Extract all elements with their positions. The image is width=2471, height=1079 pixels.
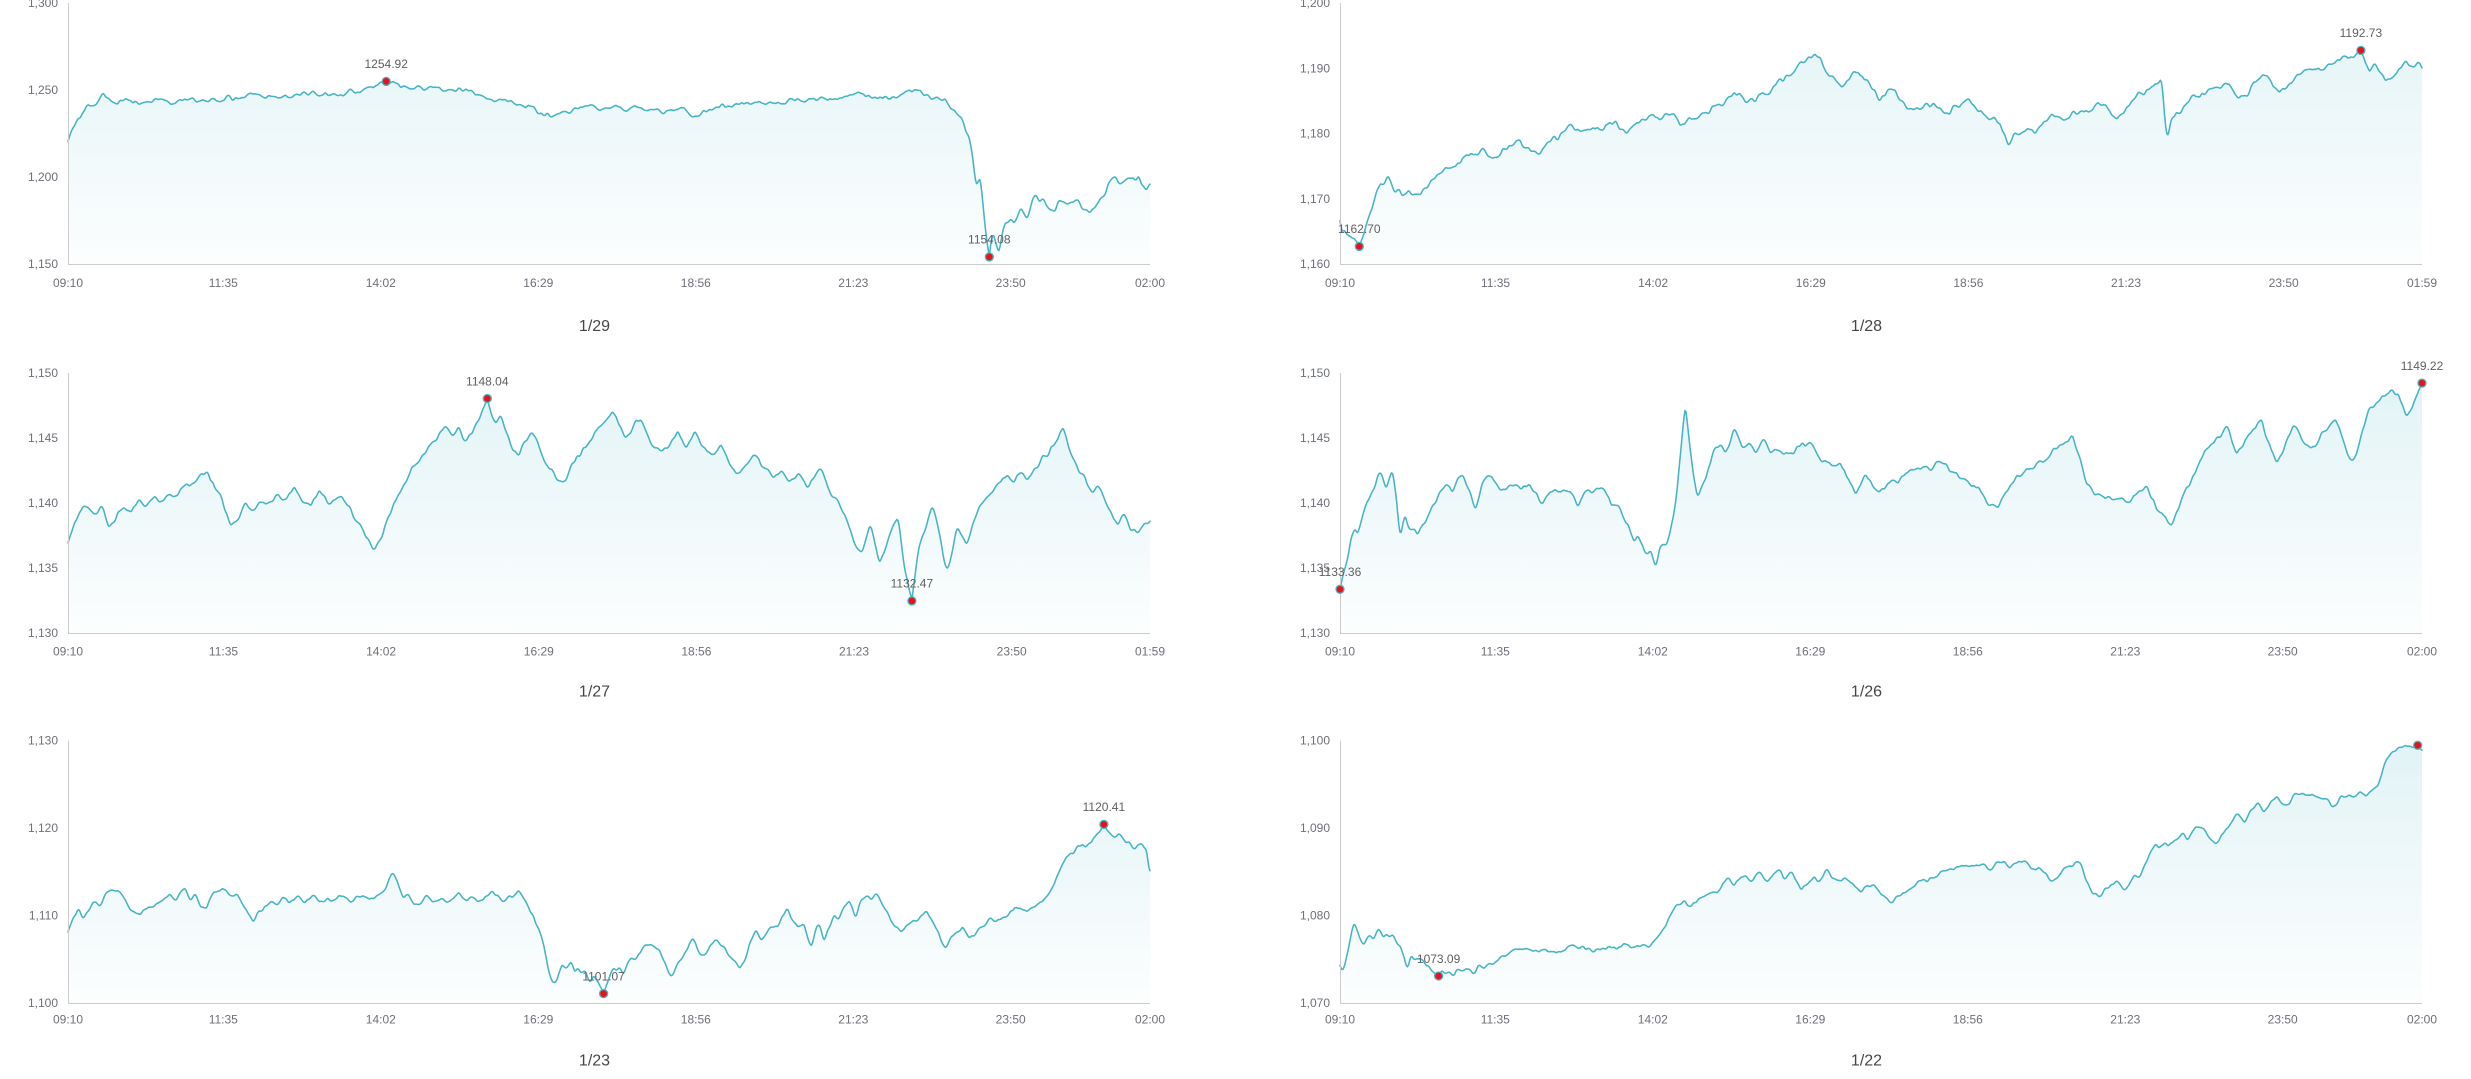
svg-text:1101.07: 1101.07 <box>582 969 625 983</box>
svg-text:23:50: 23:50 <box>996 276 1026 290</box>
svg-text:11:35: 11:35 <box>1481 276 1510 290</box>
svg-text:16:29: 16:29 <box>524 645 554 659</box>
svg-text:1132.47: 1132.47 <box>891 577 934 591</box>
svg-text:11:35: 11:35 <box>209 645 238 659</box>
svg-text:01:59: 01:59 <box>2407 276 2437 290</box>
svg-text:1,080: 1,080 <box>1300 909 1330 923</box>
svg-text:02:00: 02:00 <box>1135 1013 1165 1027</box>
svg-text:21:23: 21:23 <box>839 645 869 659</box>
svg-text:1,120: 1,120 <box>28 821 58 835</box>
svg-text:1120.41: 1120.41 <box>1083 800 1126 814</box>
svg-text:1,150: 1,150 <box>28 366 58 380</box>
svg-text:09:10: 09:10 <box>53 276 83 290</box>
svg-text:18:56: 18:56 <box>681 645 711 659</box>
svg-text:21:23: 21:23 <box>838 1013 868 1027</box>
svg-text:1,250: 1,250 <box>28 83 58 97</box>
svg-text:1,140: 1,140 <box>28 496 58 510</box>
svg-text:1/28: 1/28 <box>1851 318 1882 335</box>
svg-text:1192.73: 1192.73 <box>2340 26 2383 40</box>
svg-text:1,100: 1,100 <box>1300 734 1330 748</box>
svg-text:18:56: 18:56 <box>1953 1013 1983 1027</box>
svg-text:16:29: 16:29 <box>523 1013 553 1027</box>
svg-text:23:50: 23:50 <box>997 645 1027 659</box>
svg-text:02:00: 02:00 <box>2407 1013 2437 1027</box>
svg-text:14:02: 14:02 <box>366 1013 396 1027</box>
svg-text:1,150: 1,150 <box>28 257 58 271</box>
svg-text:1148.04: 1148.04 <box>466 374 509 388</box>
svg-text:1,130: 1,130 <box>28 734 58 748</box>
svg-text:1,150: 1,150 <box>1300 366 1330 380</box>
svg-text:23:50: 23:50 <box>2269 276 2299 290</box>
svg-text:16:29: 16:29 <box>1796 276 1826 290</box>
svg-text:1,180: 1,180 <box>1300 127 1330 141</box>
svg-text:1,300: 1,300 <box>28 0 58 10</box>
svg-text:11:35: 11:35 <box>209 1013 238 1027</box>
svg-text:09:10: 09:10 <box>53 645 83 659</box>
svg-text:1,200: 1,200 <box>1300 0 1330 10</box>
svg-text:1/27: 1/27 <box>579 684 610 701</box>
svg-text:02:00: 02:00 <box>1135 276 1165 290</box>
svg-text:1162.70: 1162.70 <box>1338 222 1381 236</box>
svg-text:1/29: 1/29 <box>579 318 610 335</box>
svg-text:21:23: 21:23 <box>2110 645 2140 659</box>
svg-text:18:56: 18:56 <box>681 1013 711 1027</box>
svg-text:14:02: 14:02 <box>1638 1013 1668 1027</box>
svg-text:14:02: 14:02 <box>1638 276 1668 290</box>
svg-text:11:35: 11:35 <box>1481 1013 1510 1027</box>
svg-text:14:02: 14:02 <box>366 645 396 659</box>
svg-text:18:56: 18:56 <box>681 276 711 290</box>
svg-text:18:56: 18:56 <box>1953 276 1983 290</box>
svg-text:14:02: 14:02 <box>366 276 396 290</box>
svg-text:1/26: 1/26 <box>1851 684 1882 701</box>
svg-text:16:29: 16:29 <box>1795 645 1825 659</box>
svg-text:1,130: 1,130 <box>1300 626 1330 640</box>
svg-text:1149.22: 1149.22 <box>2401 359 2444 373</box>
svg-text:1,090: 1,090 <box>1300 821 1330 835</box>
svg-text:1,145: 1,145 <box>28 431 58 445</box>
svg-text:1154.08: 1154.08 <box>968 233 1011 247</box>
svg-text:11:35: 11:35 <box>209 276 238 290</box>
svg-text:21:23: 21:23 <box>838 276 868 290</box>
svg-text:1,200: 1,200 <box>28 170 58 184</box>
svg-text:21:23: 21:23 <box>2110 1013 2140 1027</box>
svg-text:1,190: 1,190 <box>1300 62 1330 76</box>
svg-text:11:35: 11:35 <box>1481 645 1510 659</box>
svg-text:23:50: 23:50 <box>996 1013 1026 1027</box>
svg-text:1,110: 1,110 <box>29 909 58 923</box>
svg-text:1,135: 1,135 <box>1300 561 1330 575</box>
svg-text:1,130: 1,130 <box>28 626 58 640</box>
svg-text:02:00: 02:00 <box>2407 645 2437 659</box>
svg-text:1,070: 1,070 <box>1300 996 1330 1010</box>
svg-text:09:10: 09:10 <box>1325 276 1355 290</box>
svg-text:1073.09: 1073.09 <box>1417 952 1461 966</box>
svg-text:09:10: 09:10 <box>53 1013 83 1027</box>
svg-text:1,135: 1,135 <box>28 561 58 575</box>
svg-text:1133.36: 1133.36 <box>1319 565 1362 579</box>
svg-text:09:10: 09:10 <box>1325 645 1355 659</box>
svg-text:1/22: 1/22 <box>1851 1053 1882 1070</box>
svg-text:23:50: 23:50 <box>2268 1013 2298 1027</box>
svg-text:21:23: 21:23 <box>2111 276 2141 290</box>
svg-text:1254.92: 1254.92 <box>365 57 409 71</box>
svg-text:09:10: 09:10 <box>1325 1013 1355 1027</box>
svg-text:23:50: 23:50 <box>2268 645 2298 659</box>
svg-text:1,100: 1,100 <box>28 996 58 1010</box>
svg-text:1/23: 1/23 <box>579 1053 610 1070</box>
svg-text:18:56: 18:56 <box>1953 645 1983 659</box>
svg-text:1,145: 1,145 <box>1300 431 1330 445</box>
svg-text:1,140: 1,140 <box>1300 496 1330 510</box>
svg-text:16:29: 16:29 <box>523 276 553 290</box>
svg-text:1,160: 1,160 <box>1300 257 1330 271</box>
svg-text:1,170: 1,170 <box>1300 192 1330 206</box>
svg-text:16:29: 16:29 <box>1795 1013 1825 1027</box>
svg-text:14:02: 14:02 <box>1638 645 1668 659</box>
svg-text:01:59: 01:59 <box>1135 645 1165 659</box>
